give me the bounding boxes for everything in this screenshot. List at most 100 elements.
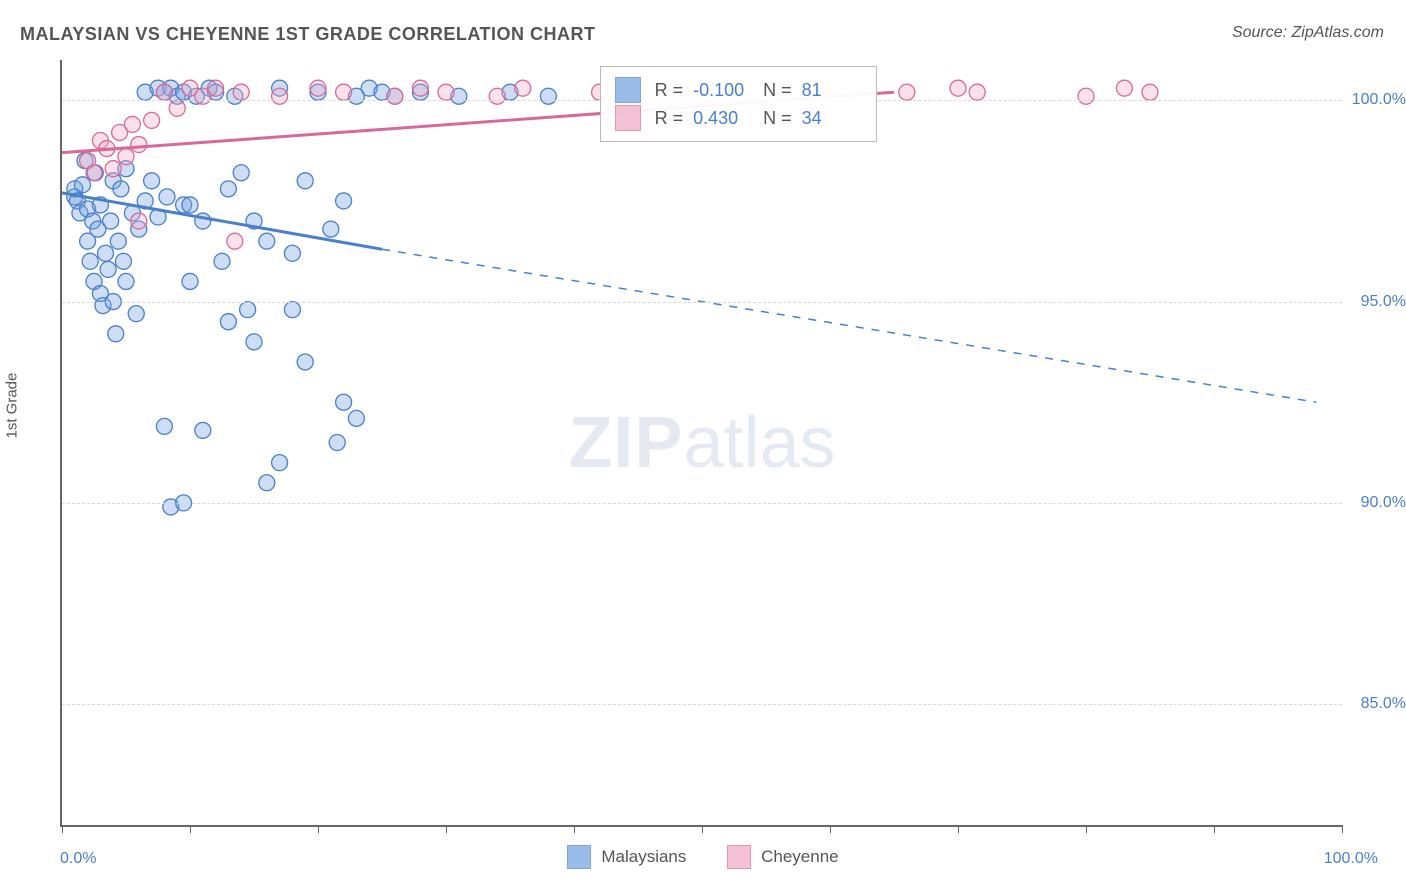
legend-item-malaysians: Malaysians [567,845,686,869]
scatter-point [387,88,403,104]
stat-n-value: 81 [802,80,862,101]
scatter-point [297,173,313,189]
x-tick [446,825,447,833]
scatter-point [220,181,236,197]
scatter-point [131,137,147,153]
x-tick [318,825,319,833]
scatter-point [86,165,102,181]
plot-area: ZIPatlas 85.0%90.0%95.0%100.0%R =-0.100N… [60,60,1342,827]
scatter-point [899,84,915,100]
scatter-point [113,181,129,197]
scatter-point [284,245,300,261]
scatter-point [950,80,966,96]
gridline [62,503,1342,504]
x-tick [190,825,191,833]
y-tick-label: 100.0% [1352,91,1406,109]
scatter-point [98,245,114,261]
legend-label-cheyenne: Cheyenne [761,847,839,867]
bottom-legend: Malaysians Cheyenne [0,845,1406,874]
scatter-point [131,213,147,229]
scatter-point [100,261,116,277]
scatter-point [159,189,175,205]
x-tick [1214,825,1215,833]
stat-n-value: 34 [802,108,862,129]
scatter-point [233,165,249,181]
scatter-point [272,455,288,471]
chart-title: MALAYSIAN VS CHEYENNE 1ST GRADE CORRELAT… [20,24,596,45]
scatter-point [329,435,345,451]
scatter-point [195,422,211,438]
scatter-point [110,233,126,249]
stat-n-label: N = [763,108,792,129]
scatter-point [348,410,364,426]
x-tick [702,825,703,833]
scatter-point [310,80,326,96]
stat-swatch [615,77,641,103]
trend-line-dashed [382,249,1316,402]
scatter-point [336,84,352,100]
scatter-point [115,253,131,269]
scatter-point [240,302,256,318]
x-tick [958,825,959,833]
source-label: Source: ZipAtlas.com [1232,24,1384,42]
stat-r-value: 0.430 [693,108,753,129]
scatter-point [272,88,288,104]
scatter-point [74,177,90,193]
scatter-point [144,112,160,128]
stat-box: R = -0.100 N = 81 R = 0.430 N = 34 [600,66,877,142]
scatter-point [259,475,275,491]
gridline [62,704,1342,705]
legend-swatch-cheyenne [727,845,751,869]
scatter-point [438,84,454,100]
stat-swatch [615,105,641,131]
scatter-point [105,161,121,177]
scatter-point [124,116,140,132]
scatter-point [182,197,198,213]
stat-row: R = 0.430 N = 34 [615,105,862,131]
scatter-point [1078,88,1094,104]
y-tick-label: 85.0% [1361,695,1406,713]
chart-svg [62,60,1342,825]
stat-r-label: R = [655,108,684,129]
scatter-point [108,326,124,342]
scatter-point [284,302,300,318]
scatter-point [118,149,134,165]
scatter-point [259,233,275,249]
x-tick [830,825,831,833]
scatter-point [156,84,172,100]
scatter-point [169,100,185,116]
x-tick [1342,825,1343,833]
scatter-point [233,84,249,100]
scatter-point [323,221,339,237]
x-tick [62,825,63,833]
gridline [62,302,1342,303]
stat-row: R =-0.100N =81 [615,77,862,103]
legend-item-cheyenne: Cheyenne [727,845,839,869]
legend-label-malaysians: Malaysians [601,847,686,867]
scatter-point [182,273,198,289]
chart-container: MALAYSIAN VS CHEYENNE 1ST GRADE CORRELAT… [0,0,1406,892]
scatter-point [969,84,985,100]
scatter-point [412,80,428,96]
scatter-point [214,253,230,269]
x-tick [574,825,575,833]
scatter-point [118,273,134,289]
scatter-point [220,314,236,330]
y-axis-title: 1st Grade [4,373,21,439]
y-tick-label: 95.0% [1361,293,1406,311]
scatter-point [82,253,98,269]
scatter-point [103,213,119,229]
scatter-point [156,418,172,434]
scatter-point [515,80,531,96]
scatter-point [540,88,556,104]
scatter-point [144,173,160,189]
scatter-point [128,306,144,322]
scatter-point [297,354,313,370]
scatter-point [227,233,243,249]
x-tick [1086,825,1087,833]
stat-n-label: N = [763,80,792,101]
scatter-point [336,394,352,410]
y-tick-label: 90.0% [1361,494,1406,512]
stat-r-value: -0.100 [693,80,753,101]
legend-swatch-malaysians [567,845,591,869]
